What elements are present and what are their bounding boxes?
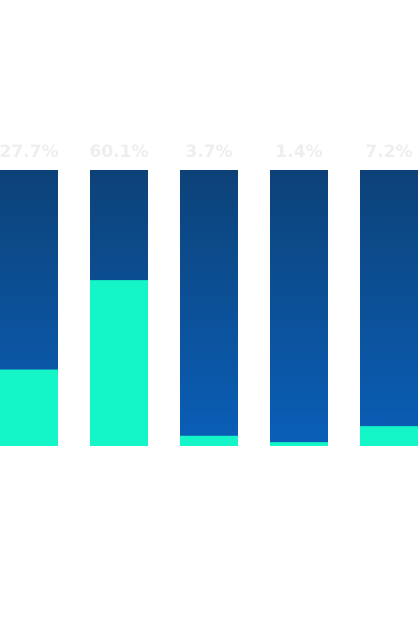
bar-value-4 — [270, 442, 328, 446]
bar-data-label-2: 60.1% — [90, 142, 149, 162]
bar-data-label-4: 1.4% — [275, 142, 322, 162]
bar-remainder-5 — [360, 170, 418, 446]
bar-remainder-3 — [180, 170, 238, 446]
bar-value-2 — [90, 280, 148, 446]
bar-value-3 — [180, 435, 238, 446]
bar-remainder-4 — [270, 170, 328, 446]
bar-value-5 — [360, 426, 418, 446]
bar-data-label-1: 27.7% — [0, 142, 58, 162]
bar-value-1 — [0, 369, 58, 446]
bar-data-label-3: 3.7% — [185, 142, 232, 162]
bar-data-label-5: 7.2% — [365, 142, 412, 162]
